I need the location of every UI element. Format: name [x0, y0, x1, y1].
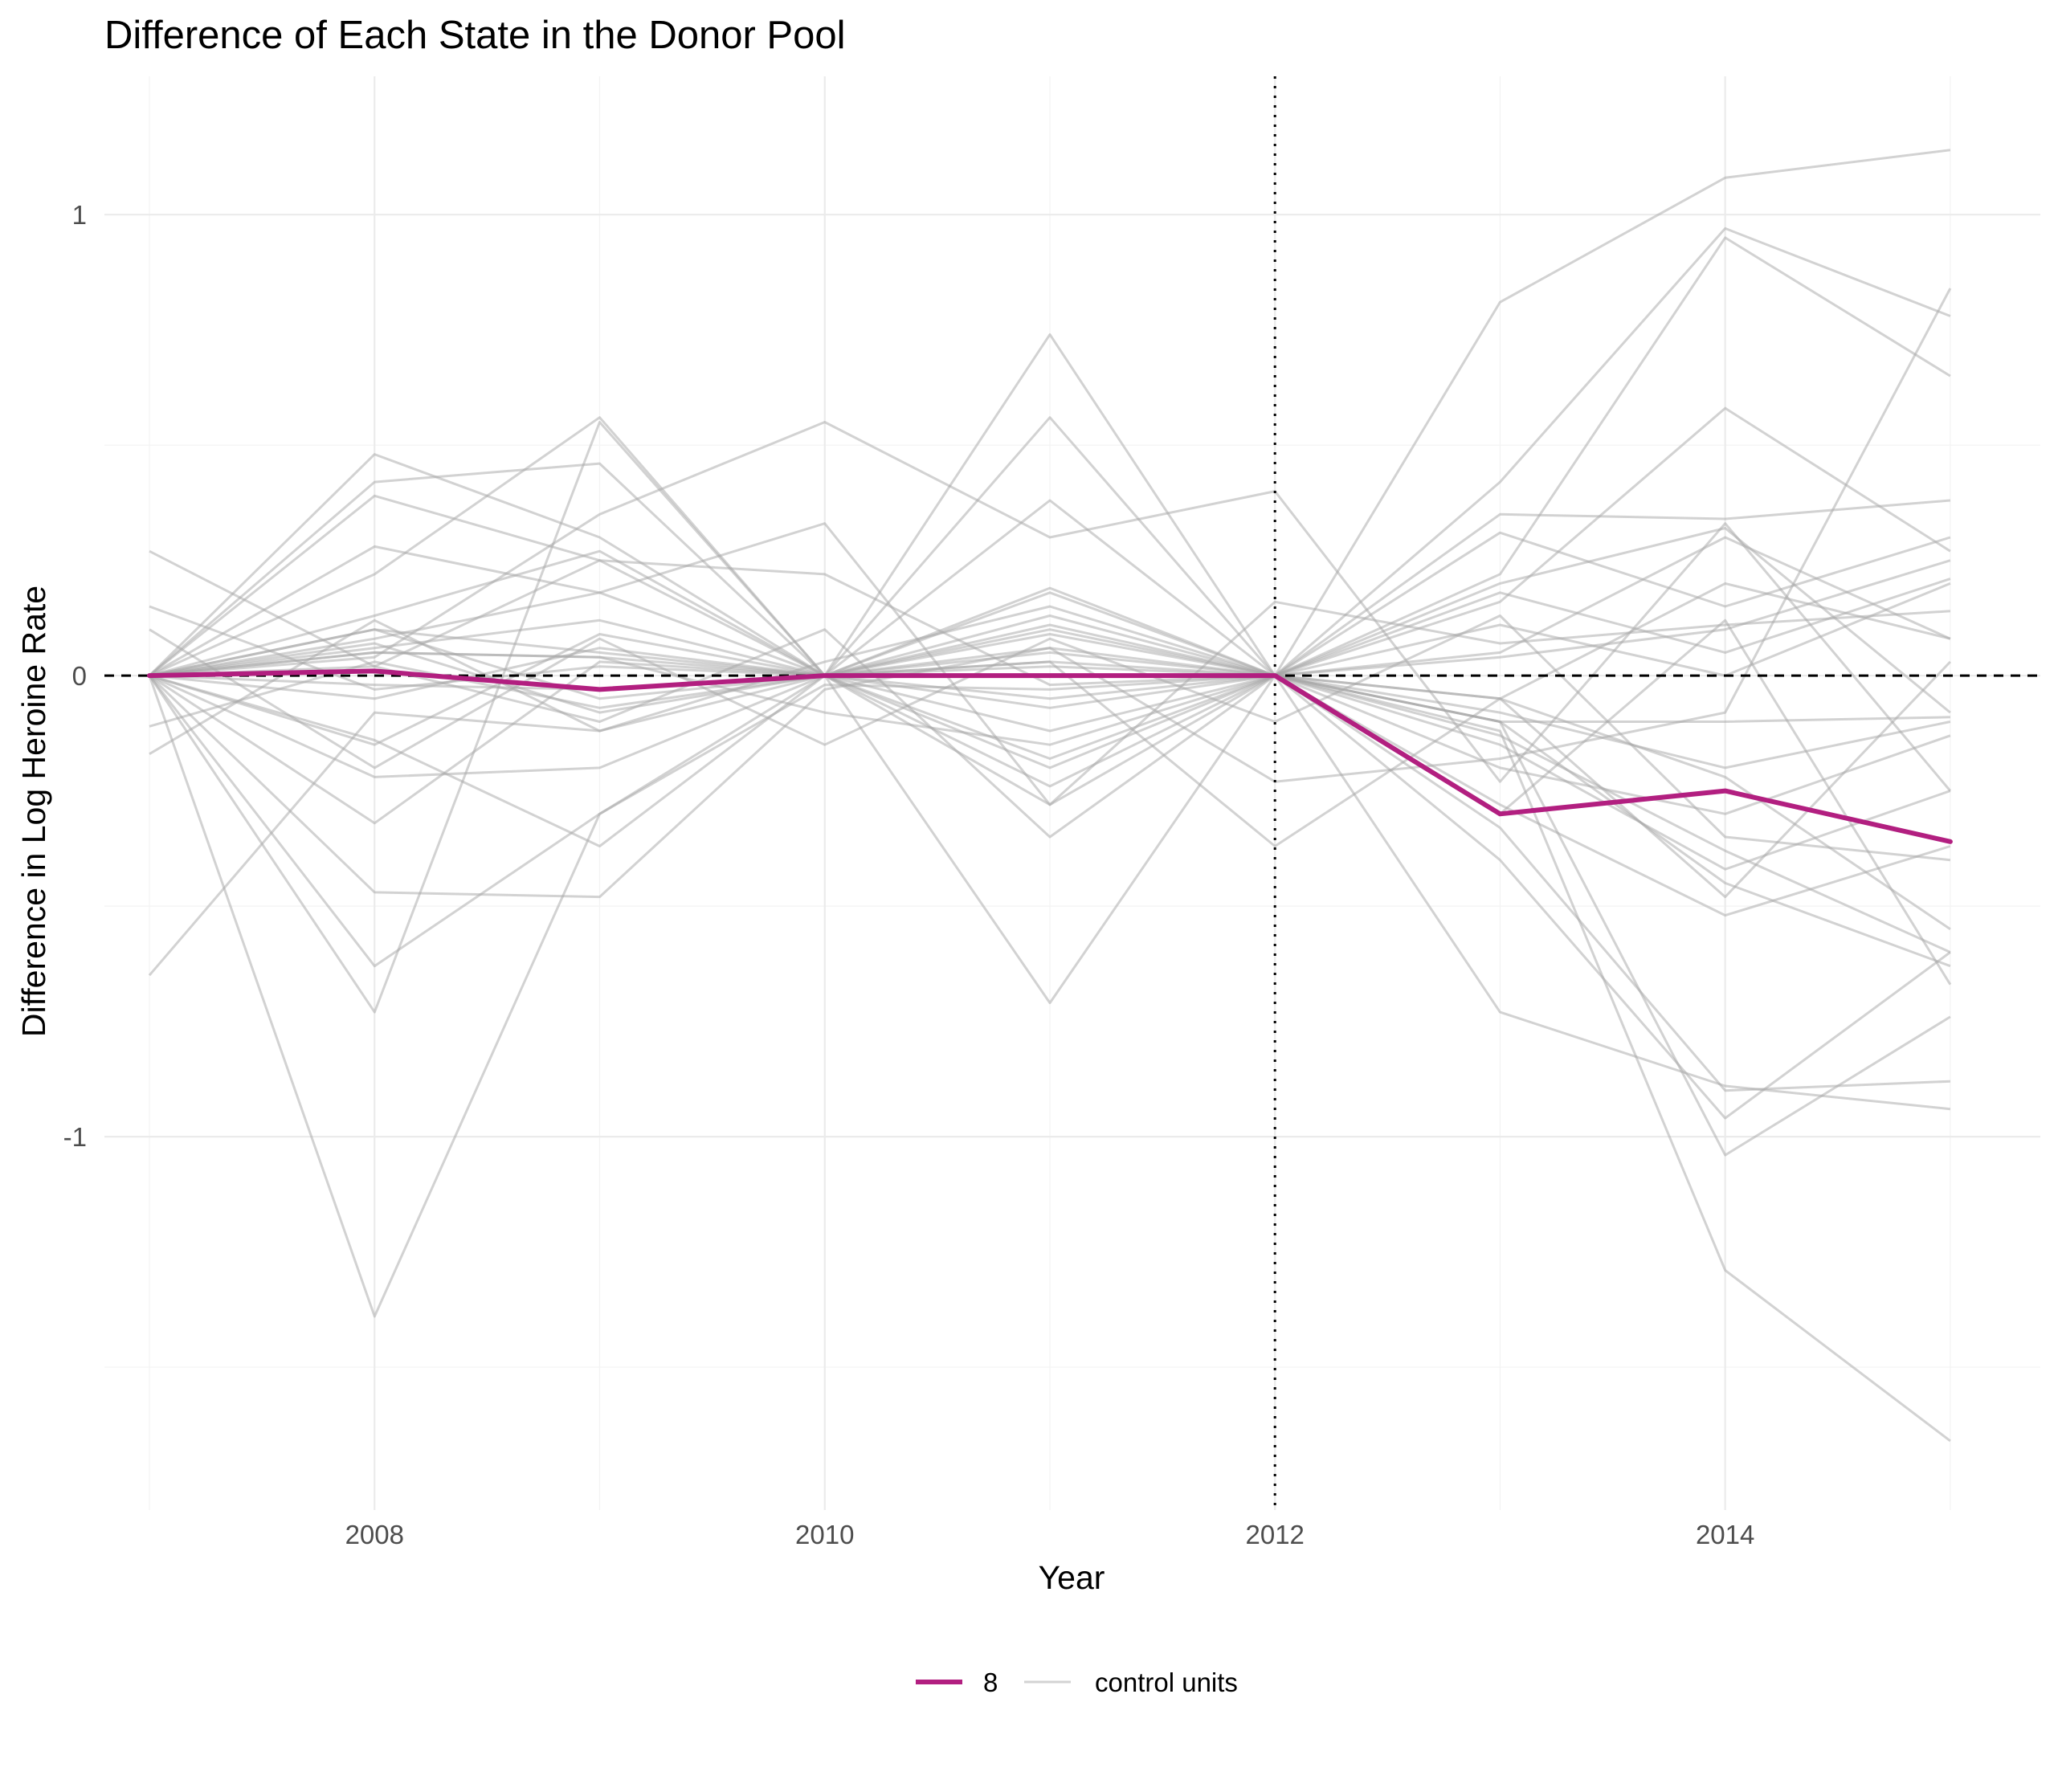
series-line-control-unit [149, 628, 1951, 931]
x-axis-tick-labels: 2008 2010 2012 2014 [345, 1520, 1755, 1549]
y-tick-label: 1 [72, 200, 87, 230]
series-line-8 [147, 668, 1953, 844]
y-tick-label: -1 [63, 1122, 87, 1152]
series-line-control-unit [149, 642, 1951, 871]
series-line-control-unit [149, 536, 1951, 733]
series-line-control-unit [148, 288, 1952, 899]
series-line-control-unit [149, 674, 1951, 917]
x-axis-title: Year [1039, 1559, 1105, 1596]
x-tick-label: 2010 [795, 1520, 854, 1549]
series-line-control-unit [149, 559, 1951, 677]
series-line-control-unit [149, 582, 1951, 746]
y-axis-tick-labels: -1 0 1 [63, 200, 87, 1152]
treated-unit-line [147, 668, 1953, 844]
x-tick-label: 2012 [1245, 1520, 1304, 1549]
y-tick-label: 0 [72, 661, 87, 691]
series-line-control-unit [149, 549, 1952, 986]
legend: 8 control units [916, 1667, 1238, 1697]
series-line-control-unit [149, 614, 1951, 862]
series-line-control-unit [149, 236, 1951, 677]
series-line-control-unit [149, 333, 1951, 677]
legend-label-8: 8 [983, 1667, 998, 1697]
chart-title: Difference of Each State in the Donor Po… [104, 14, 845, 57]
series-line-control-unit [148, 674, 1951, 1157]
series-line-control-unit [149, 605, 1951, 769]
control-unit-lines [148, 149, 1952, 1443]
y-axis-title: Difference in Log Heroine Rate [15, 586, 52, 1037]
series-line-control-unit [149, 416, 1951, 677]
series-line-control-unit [149, 651, 1951, 953]
x-tick-label: 2014 [1696, 1520, 1754, 1549]
series-line-control-unit [149, 582, 1951, 700]
series-line-control-unit [149, 628, 1951, 1120]
series-line-control-unit [149, 421, 1952, 792]
x-tick-label: 2008 [345, 1520, 404, 1549]
series-line-control-unit [148, 421, 1951, 1111]
series-line-control-unit [148, 660, 1951, 977]
series-line-control-unit [149, 522, 1950, 806]
series-line-control-unit [148, 674, 1951, 1443]
series-line-control-unit [149, 527, 1951, 714]
series-line-control-unit [149, 406, 1951, 677]
legend-label-control-units: control units [1095, 1667, 1238, 1697]
